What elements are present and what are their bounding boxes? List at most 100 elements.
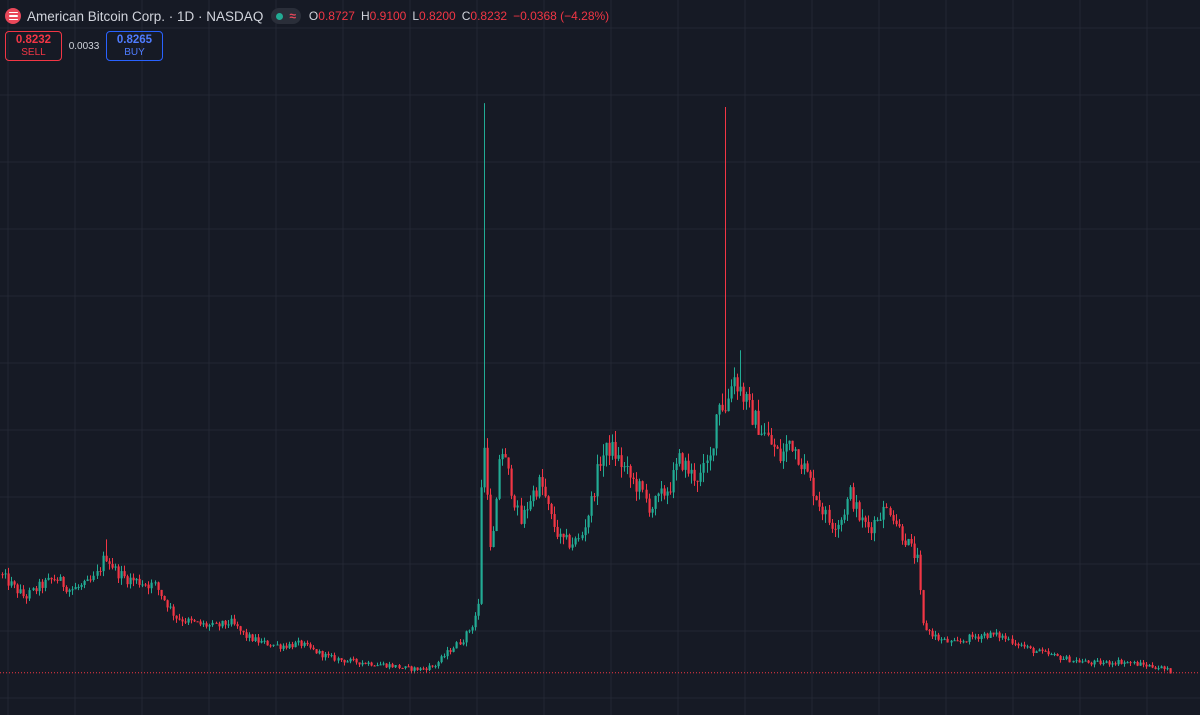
candle-body-up: [324, 653, 327, 658]
candle-body-down: [834, 528, 837, 530]
candle-body-up: [102, 555, 105, 572]
candle-body-down: [266, 640, 269, 646]
candle-body-down: [1078, 660, 1081, 663]
low-value: 0.8200: [419, 9, 456, 23]
candle-body-down: [1169, 668, 1172, 674]
candle-body-down: [233, 618, 236, 625]
candle-body-up: [666, 491, 669, 496]
candle-body-down: [556, 526, 559, 537]
candle-body-up: [474, 615, 477, 628]
candle-body-down: [648, 498, 651, 513]
candle-body-down: [693, 469, 696, 481]
candle-body-up: [763, 432, 766, 434]
candle-body-down: [333, 655, 336, 661]
sell-button[interactable]: 0.8232 SELL: [5, 31, 62, 61]
buy-button[interactable]: 0.8265 BUY: [106, 31, 163, 61]
candle-body-down: [959, 640, 962, 642]
symbol-title[interactable]: American Bitcoin Corp. · 1D · NASDAQ: [27, 8, 264, 24]
candle-body-up: [523, 509, 526, 524]
candle-body-up: [794, 449, 797, 451]
candle-body-up: [690, 469, 693, 474]
candle-body-up: [465, 631, 468, 643]
candle-body-up: [651, 508, 654, 513]
candle-body-down: [22, 589, 25, 597]
candle-body-up: [202, 623, 205, 625]
candle-body-up: [1160, 666, 1163, 669]
candle-body-up: [684, 460, 687, 470]
candle-body-up: [498, 459, 501, 499]
candle-body-up: [346, 661, 349, 663]
candle-body-down: [919, 554, 922, 591]
company-logo-icon[interactable]: [5, 8, 21, 24]
candle-body-down: [608, 442, 611, 456]
candle-body-down: [41, 581, 44, 588]
candle-body-up: [361, 662, 364, 665]
candle-body-up: [1133, 661, 1136, 664]
candle-body-up: [440, 656, 443, 663]
candle-body-up: [71, 589, 74, 591]
candle-body-up: [882, 506, 885, 520]
candle-body-up: [837, 524, 840, 530]
candle-body-down: [1014, 643, 1017, 645]
candle-body-down: [1041, 649, 1044, 651]
candle-body-up: [1093, 660, 1096, 665]
candle-body-down: [599, 464, 602, 466]
candle-body-down: [931, 630, 934, 637]
candle-body-down: [166, 600, 169, 608]
candle-body-up: [849, 487, 852, 500]
candle-body-down: [641, 481, 644, 490]
candle-body-up: [940, 639, 943, 641]
candle-body-up: [44, 579, 47, 588]
candle-body-up: [59, 576, 62, 581]
candle-body-up: [437, 662, 440, 667]
candle-body-up: [282, 645, 285, 649]
candle-body-down: [1129, 662, 1132, 664]
ohlc-values: O0.8727 H0.9100 L0.8200 C0.8232 −0.0368 …: [309, 9, 609, 23]
candle-body-up: [272, 644, 275, 646]
candle-body-down: [144, 584, 147, 586]
candle-body-down: [35, 588, 38, 592]
candle-body-up: [480, 487, 483, 604]
candle-body-up: [596, 464, 599, 497]
candle-body-down: [773, 444, 776, 447]
candle-body-down: [126, 576, 129, 585]
candle-body-down: [904, 540, 907, 546]
candle-body-down: [864, 517, 867, 522]
candle-body-up: [276, 644, 279, 646]
candle-body-down: [1023, 644, 1026, 647]
candle-body-down: [16, 584, 19, 594]
candle-body-down: [1163, 666, 1166, 670]
candle-body-down: [407, 666, 410, 668]
candle-body-up: [907, 538, 910, 546]
candle-body-up: [962, 641, 965, 643]
candle-body-down: [858, 502, 861, 521]
candle-body-down: [504, 454, 507, 458]
candle-body-down: [998, 632, 1001, 638]
candle-body-up: [471, 627, 474, 631]
candle-body-up: [10, 581, 13, 586]
candle-body-down: [1047, 651, 1050, 655]
candle-body-down: [117, 566, 120, 579]
candle-body-down: [199, 621, 202, 625]
candle-body-down: [818, 500, 821, 507]
candle-body-down: [1090, 662, 1093, 665]
market-status-pill[interactable]: ≈: [271, 8, 301, 24]
candle-body-down: [721, 404, 724, 411]
candle-body-up: [516, 505, 519, 508]
candle-body-up: [446, 650, 449, 657]
candle-body-up: [879, 519, 882, 521]
candle-body-down: [160, 589, 163, 596]
candle-body-down: [269, 645, 272, 647]
spread-value: 0.0033: [68, 40, 100, 52]
candle-body-up: [260, 641, 263, 643]
candle-body-up: [699, 472, 702, 482]
candle-body-down: [416, 667, 419, 670]
candle-body-up: [754, 410, 757, 425]
candle-body-up: [660, 488, 663, 494]
candle-body-up: [337, 658, 340, 661]
candle-body-up: [1075, 660, 1078, 662]
candle-body-up: [330, 655, 333, 657]
candle-body-up: [623, 466, 626, 468]
candle-body-up: [745, 394, 748, 402]
